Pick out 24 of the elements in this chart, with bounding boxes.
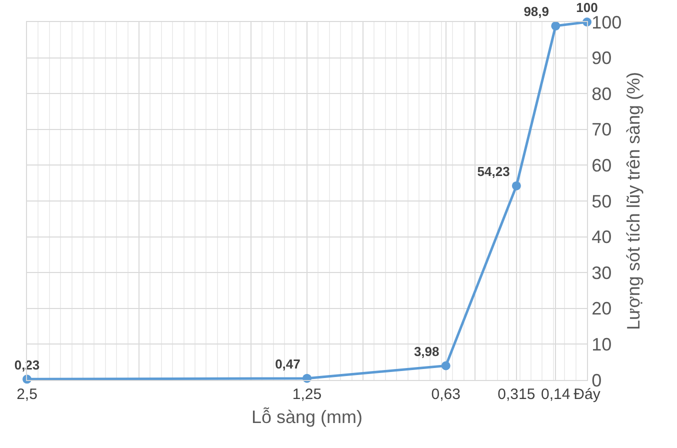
x-tick-label: 0,63	[431, 386, 460, 403]
x-axis-title: Lỗ sàng (mm)	[251, 407, 363, 428]
data-label: 98,9	[524, 4, 550, 20]
data-label: 0,23	[14, 357, 40, 372]
point	[551, 21, 560, 30]
data-label: 54,23	[477, 164, 510, 179]
x-tick-label: 1,25	[292, 386, 322, 403]
y-tick-label: 20	[592, 298, 612, 319]
point	[441, 361, 450, 370]
y-tick-label: 50	[592, 191, 612, 212]
y-tick-label: 70	[592, 120, 612, 140]
y-tick-label: 40	[592, 227, 612, 248]
x-tick-label: 2,5	[16, 386, 38, 403]
y-tick-label: 90	[592, 48, 612, 68]
y-tick-label: 80	[592, 84, 612, 104]
y-tick-label: 30	[592, 262, 612, 283]
y-tick-label: 60	[592, 156, 612, 176]
y-tick-label: 10	[592, 334, 612, 354]
x-tick-label: 0,315	[498, 386, 536, 403]
x-tick-label: 0,14	[541, 386, 570, 403]
point	[512, 181, 521, 190]
data-label: 3,98	[414, 344, 440, 359]
data-label: 0,47	[275, 356, 300, 372]
y-axis-title: Lượng sót tích lũy trên sàng (%)	[624, 72, 644, 330]
